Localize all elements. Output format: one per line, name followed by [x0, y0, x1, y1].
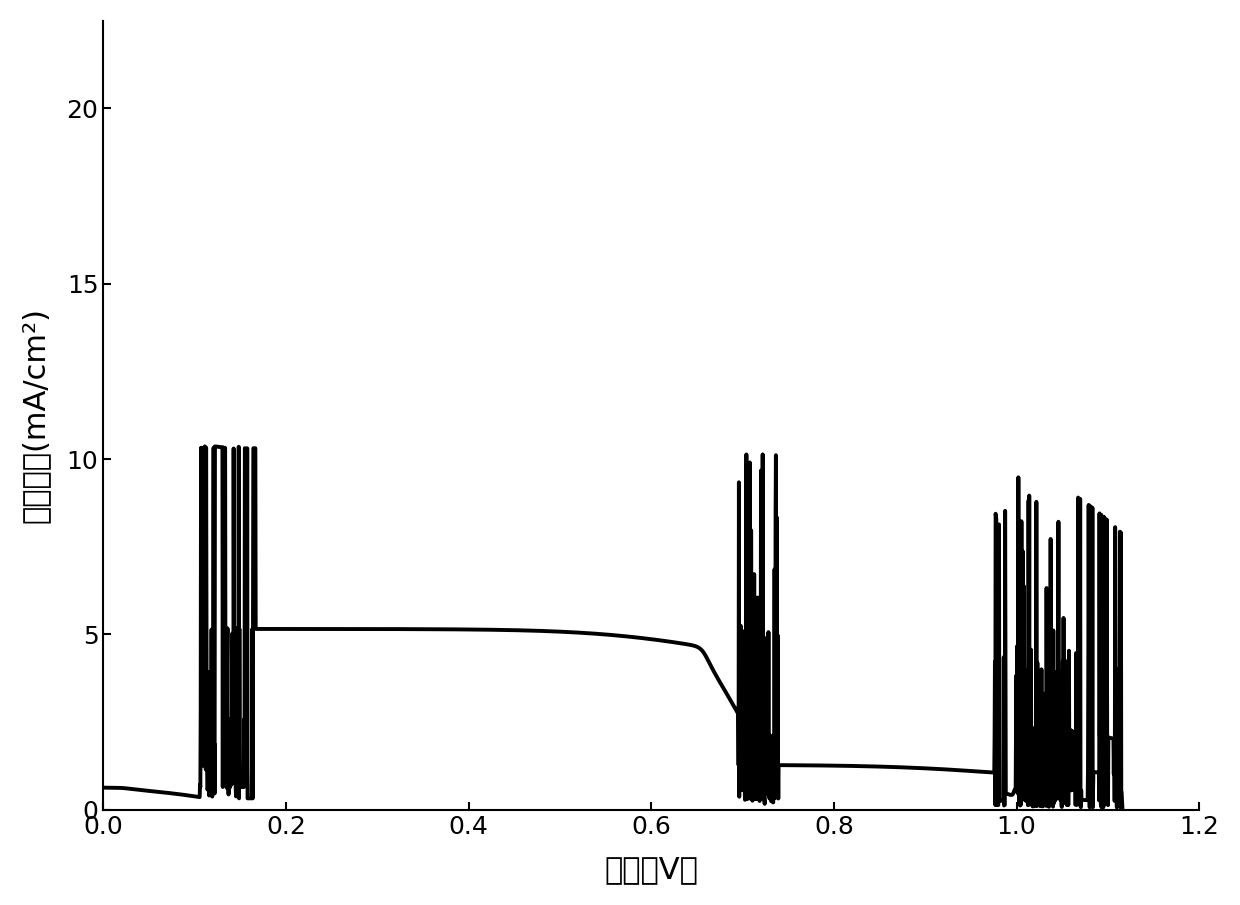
- X-axis label: 电压（V）: 电压（V）: [604, 855, 698, 884]
- Y-axis label: 电流密度(mA/cm²): 电流密度(mA/cm²): [21, 307, 50, 523]
